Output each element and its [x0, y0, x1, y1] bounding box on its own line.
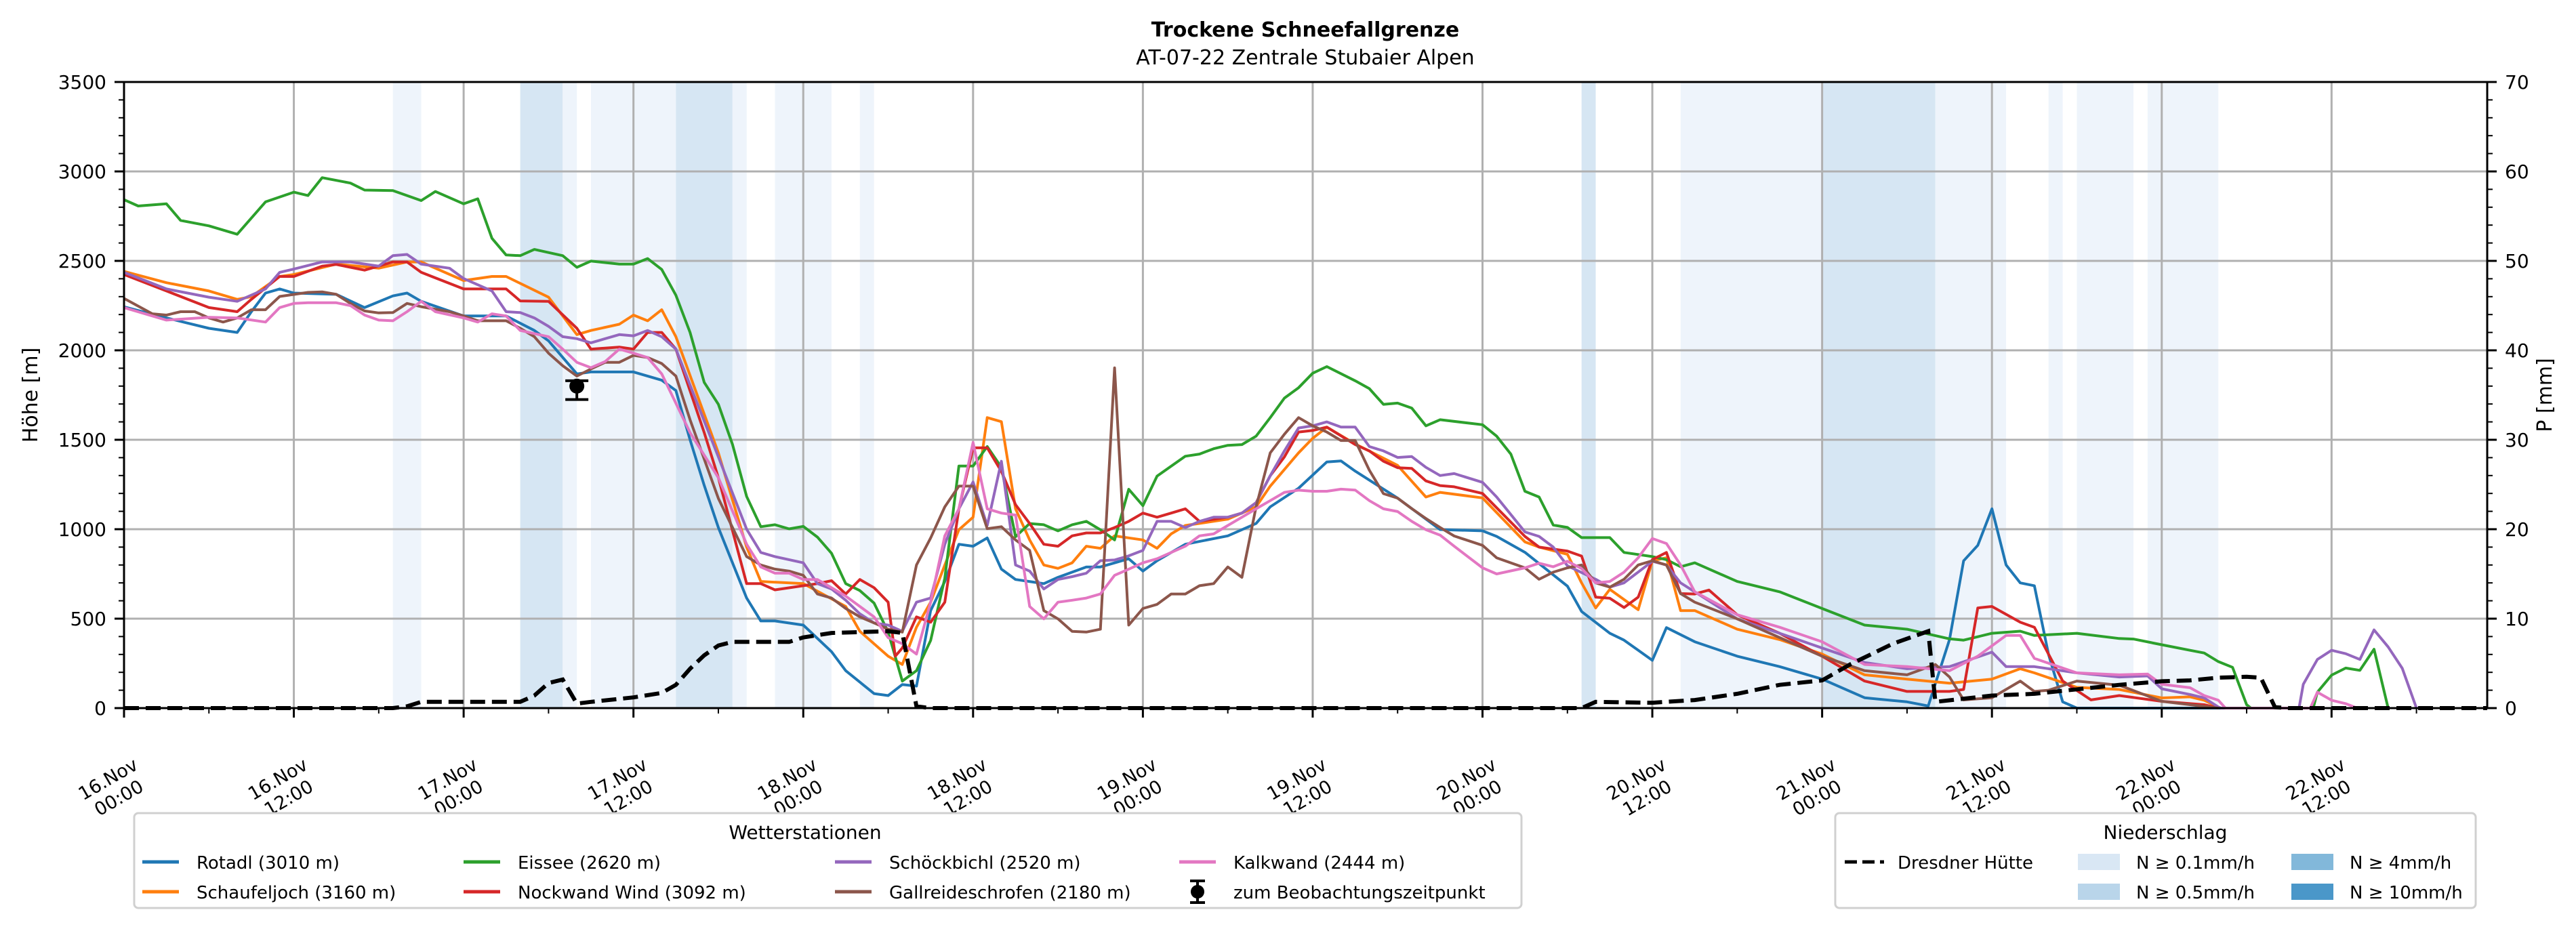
series-line-7 [123, 300, 2358, 709]
y-tick-label: 2000 [58, 339, 106, 362]
legend-precip-swatch-4 [2291, 884, 2333, 900]
y2-tick-label: 40 [2505, 339, 2529, 362]
series-lines [123, 176, 2487, 710]
y2-tick-label: 60 [2505, 161, 2529, 183]
series-line-3 [123, 176, 2390, 709]
precip-band [2048, 82, 2063, 708]
precip-band [1935, 82, 2007, 708]
y-tick-label: 1500 [58, 429, 106, 451]
series-line-5 [123, 253, 2418, 709]
precip-band [676, 82, 733, 708]
series-line-6 [123, 290, 2219, 709]
y-tick-label: 3000 [58, 161, 106, 183]
precip-band [392, 82, 422, 708]
y2-axis-label: P [mm] [2533, 358, 2557, 432]
legend-stations: Wetterstationen Rotadl (3010 m) Schaufelj… [133, 812, 1523, 909]
legend-precip-label: N ≥ 0.1mm/h [2136, 853, 2255, 873]
y-tick-label: 2500 [58, 250, 106, 272]
grid-lines [124, 82, 2487, 708]
y-axis-right: 0 10 20 30 40 50 60 70 [2487, 71, 2529, 720]
legend-entry-label: Gallreideschrofen (2180 m) [889, 883, 1131, 903]
legend-precip-title: Niederschlag [2104, 821, 2228, 844]
precip-band [1680, 82, 1822, 708]
precip-band [1581, 82, 1596, 708]
chart-title: Trockene Schneefallgrenze [1151, 18, 1459, 42]
legend-entry-label: Schöckbichl (2520 m) [889, 853, 1081, 873]
y-axis-left: 0 500 1000 1500 2000 2500 3000 3500 [58, 71, 124, 720]
precip-band [2147, 82, 2219, 708]
y-tick-label: 1000 [58, 518, 106, 541]
chart-subtitle: AT-07-22 Zentrale Stubaier Alpen [1136, 46, 1474, 70]
legend-stations-title: Wetterstationen [729, 821, 881, 844]
legend-precip: Niederschlag Dresdner Hütte N ≥ 0.1mm/h N… [1834, 812, 2477, 909]
y2-tick-label: 20 [2505, 518, 2529, 541]
legend-precip-label: N ≥ 4mm/h [2350, 853, 2451, 873]
observation-marker [565, 378, 589, 401]
precip-band [859, 82, 874, 708]
legend-precip-label: N ≥ 10mm/h [2350, 883, 2463, 903]
precip-band [520, 82, 563, 708]
plot-frame [123, 81, 2489, 709]
observation-point [569, 378, 585, 394]
legend-entry-label: Schaufeljoch (3160 m) [197, 883, 396, 903]
series-line-2 [123, 260, 2220, 709]
precip-band [563, 82, 577, 708]
legend-precip-label: N ≥ 0.5mm/h [2136, 883, 2255, 903]
legend-entry-label: Nockwand Wind (3092 m) [518, 883, 746, 903]
legend-swatch-observation-dot [1191, 885, 1204, 899]
legend-precip-swatch-2 [2078, 884, 2120, 900]
precip-band [732, 82, 747, 708]
y-axis-label: Höhe [m] [19, 348, 43, 443]
y2-tick-label: 70 [2505, 71, 2529, 94]
precip-band [2077, 82, 2133, 708]
y2-tick-label: 50 [2505, 250, 2529, 272]
series-line-1 [123, 287, 2247, 709]
legend-entry-label: Rotadl (3010 m) [197, 853, 340, 873]
precip-band [1822, 82, 1936, 708]
precip-line-dresdner [124, 628, 2487, 710]
legend-precip-swatch-1 [2078, 854, 2120, 870]
y2-tick-label: 0 [2505, 697, 2517, 720]
y-tick-label: 500 [70, 608, 106, 630]
legend-dresdner-label: Dresdner Hütte [1898, 853, 2033, 873]
legend-entry-label: zum Beobachtungszeitpunkt [1233, 883, 1486, 903]
legend-precip-swatch-3 [2291, 854, 2333, 870]
y2-tick-label: 30 [2505, 429, 2529, 451]
legend-entry-label: Eissee (2620 m) [518, 853, 661, 873]
y-tick-label: 3500 [58, 71, 106, 94]
y-tick-label: 0 [94, 697, 106, 720]
legend-entry-label: Kalkwand (2444 m) [1233, 853, 1405, 873]
y2-tick-label: 10 [2505, 608, 2529, 630]
